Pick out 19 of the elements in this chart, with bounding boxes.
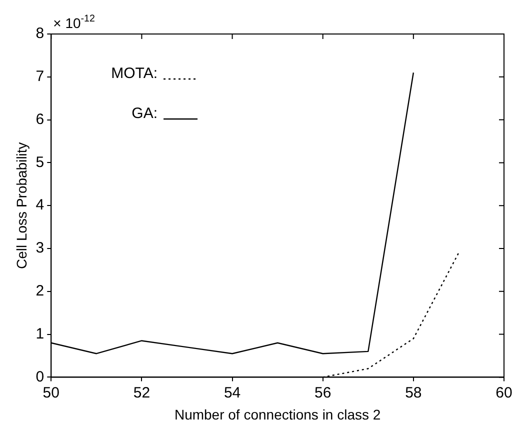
x-tick-label: 54 (224, 384, 241, 402)
x-tick-label: 56 (314, 384, 332, 402)
y-tick-label: 0 (36, 368, 44, 386)
x-tick-label: 58 (405, 384, 422, 402)
x-axis-title: Number of connections in class 2 (174, 406, 381, 422)
x-tick-label: 50 (42, 384, 60, 402)
y-tick-label: 5 (36, 154, 44, 171)
y-tick-label: 1 (36, 325, 44, 342)
y-axis-title: Cell Loss Probability (13, 142, 30, 270)
y-tick-label: 2 (36, 282, 44, 300)
x-tick-label: 60 (496, 384, 512, 402)
legend-label: GA: (132, 105, 158, 122)
y-tick-label: 7 (36, 68, 44, 86)
x-tick-label: 52 (133, 384, 150, 402)
legend-label: MOTA: (111, 65, 158, 82)
y-tick-label: 4 (36, 196, 44, 214)
y-tick-label: 3 (36, 240, 44, 257)
y-tick-label: 8 (36, 25, 44, 42)
y-tick-label: 6 (36, 110, 44, 128)
